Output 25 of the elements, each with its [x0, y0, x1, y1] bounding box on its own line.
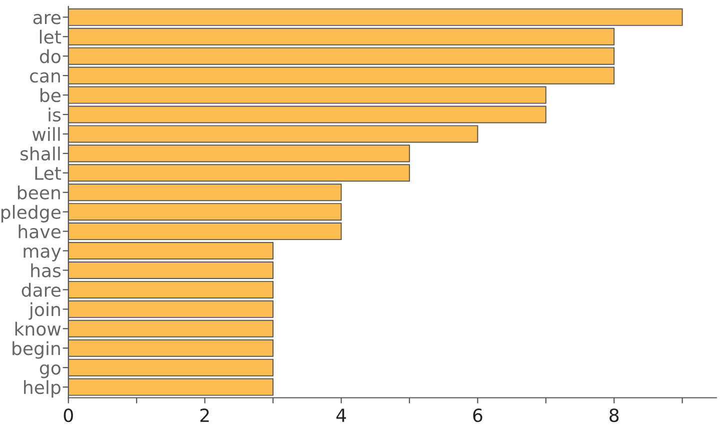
y-tick-label: has: [31, 263, 61, 278]
y-tick-label: go: [40, 364, 60, 378]
y-tick-label: know: [15, 322, 61, 336]
x-tick-label: 0: [64, 408, 73, 422]
y-tick-label: been: [18, 186, 60, 200]
y-tick-label: have: [18, 224, 60, 238]
y-tick-label: pledge: [1, 204, 60, 222]
x-tick-label: 4: [336, 408, 346, 422]
y-tick-label: are: [33, 14, 60, 24]
x-tick-label: 6: [473, 408, 482, 422]
y-tick-label: begin: [12, 341, 60, 359]
y-tick-label: join: [28, 302, 60, 320]
y-tick-label: let: [40, 30, 62, 44]
x-tick-label: 2: [200, 408, 209, 422]
y-tick-label: do: [40, 49, 60, 64]
y-tick-label: will: [32, 127, 60, 141]
y-tick-label: is: [48, 108, 61, 122]
y-tick-label: may: [24, 248, 61, 262]
y-tick-label: Let: [35, 166, 62, 180]
y-tick-label: help: [24, 380, 60, 398]
y-tick-label: shall: [20, 146, 60, 161]
y-tick-label: dare: [22, 282, 60, 297]
x-tick-label: 8: [610, 408, 619, 422]
y-tick-label: can: [30, 72, 60, 83]
y-tick-label: be: [40, 88, 60, 102]
